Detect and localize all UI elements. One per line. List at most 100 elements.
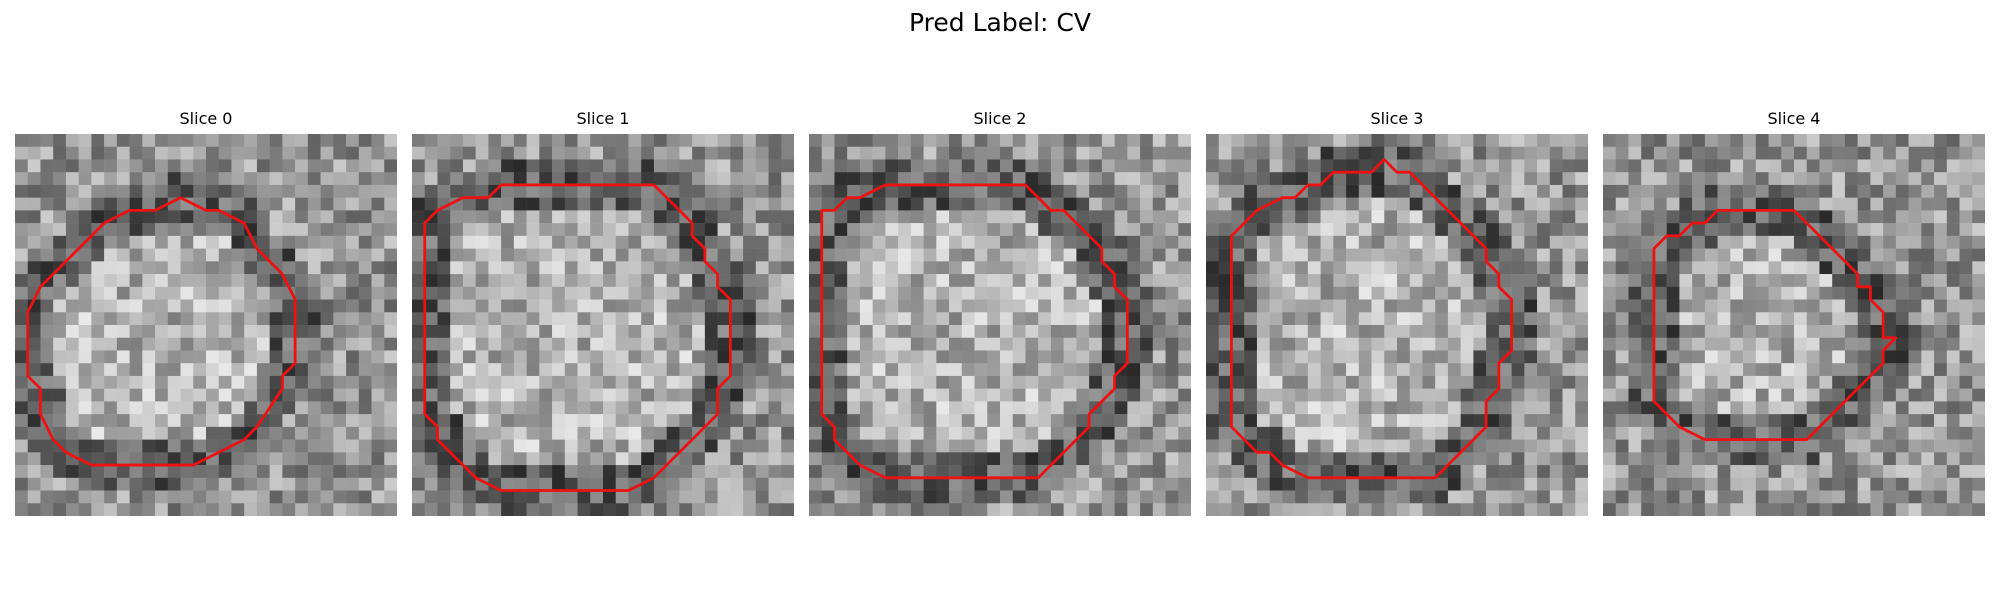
image-pixel [1320, 261, 1334, 275]
image-pixel [1615, 172, 1629, 186]
image-pixel [1549, 223, 1563, 237]
image-pixel [1692, 261, 1706, 275]
image-pixel [1946, 134, 1960, 147]
image-pixel [358, 223, 372, 237]
image-pixel [1409, 439, 1423, 453]
image-pixel [1422, 197, 1436, 211]
image-pixel [1524, 375, 1538, 389]
image-pixel [1076, 184, 1090, 198]
image-pixel [1409, 197, 1423, 211]
image-pixel [1549, 350, 1563, 364]
image-pixel [1704, 159, 1718, 173]
image-pixel [384, 452, 397, 466]
image-pixel [371, 274, 385, 288]
image-pixel [1012, 197, 1026, 211]
image-pixel [129, 490, 143, 504]
image-pixel [1486, 134, 1500, 147]
image-pixel [1692, 235, 1706, 249]
image-pixel [717, 235, 731, 249]
image-pixel [1704, 350, 1718, 364]
image-pixel [231, 375, 245, 389]
image-pixel [1717, 426, 1731, 440]
image-pixel [1895, 350, 1909, 364]
image-pixel [424, 286, 438, 300]
image-pixel [1333, 490, 1347, 504]
image-pixel [40, 184, 54, 198]
image-pixel [1218, 325, 1232, 338]
image-pixel [577, 439, 591, 453]
image-pixel [885, 363, 899, 377]
image-pixel [1101, 401, 1115, 415]
image-pixel [1730, 337, 1744, 351]
image-pixel [1653, 274, 1667, 288]
image-pixel [231, 503, 245, 516]
image-pixel [78, 363, 92, 377]
image-pixel [193, 465, 207, 479]
image-pixel [1730, 184, 1744, 198]
image-pixel [821, 337, 835, 351]
image-pixel [501, 172, 515, 186]
image-pixel [295, 388, 309, 402]
image-pixel [307, 477, 321, 491]
image-pixel [949, 312, 963, 326]
image-pixel [320, 261, 334, 275]
image-pixel [1218, 439, 1232, 453]
image-pixel [384, 401, 397, 415]
image-pixel [1269, 172, 1283, 186]
image-pixel [615, 223, 629, 237]
image-pixel [859, 503, 873, 516]
image-pixel [1206, 261, 1219, 275]
image-pixel [1320, 350, 1334, 364]
image-pixel [1206, 286, 1219, 300]
image-pixel [1320, 159, 1334, 173]
image-pixel [1603, 503, 1616, 516]
image-pixel [1781, 172, 1795, 186]
image-pixel [564, 184, 578, 198]
image-pixel [666, 235, 680, 249]
image-pixel [1012, 465, 1026, 479]
image-pixel [180, 350, 194, 364]
image-pixel [717, 401, 731, 415]
image-pixel [1641, 210, 1655, 224]
image-pixel [1511, 210, 1525, 224]
image-pixel [974, 299, 988, 313]
image-pixel [872, 490, 886, 504]
image-pixel [1063, 146, 1077, 160]
image-pixel [987, 146, 1001, 160]
image-pixel [1819, 184, 1833, 198]
image-pixel [1384, 414, 1398, 428]
image-pixel [1908, 223, 1922, 237]
image-pixel [628, 299, 642, 313]
image-pixel [847, 210, 861, 224]
image-pixel [1549, 477, 1563, 491]
image-pixel [679, 197, 693, 211]
image-pixel [1755, 184, 1769, 198]
image-pixel [1409, 350, 1423, 364]
image-pixel [15, 388, 28, 402]
image-pixel [1127, 363, 1141, 377]
image-pixel [590, 235, 604, 249]
image-pixel [526, 363, 540, 377]
image-pixel [437, 388, 451, 402]
image-pixel [155, 439, 169, 453]
image-pixel [346, 375, 360, 389]
image-pixel [872, 172, 886, 186]
image-pixel [615, 503, 629, 516]
image-pixel [666, 223, 680, 237]
image-pixel [1717, 452, 1731, 466]
image-pixel [923, 490, 937, 504]
image-pixel [1959, 146, 1973, 160]
image-pixel [603, 197, 616, 211]
image-pixel [1704, 401, 1718, 415]
image-pixel [1806, 375, 1820, 389]
image-pixel [1730, 312, 1744, 326]
image-pixel [768, 490, 782, 504]
image-pixel [1025, 388, 1039, 402]
image-pixel [1603, 261, 1616, 275]
image-pixel [1218, 337, 1232, 351]
image-pixel [40, 286, 54, 300]
image-pixel [1012, 490, 1026, 504]
image-pixel [1165, 312, 1179, 326]
image-pixel [1755, 337, 1769, 351]
image-pixel [1806, 235, 1820, 249]
